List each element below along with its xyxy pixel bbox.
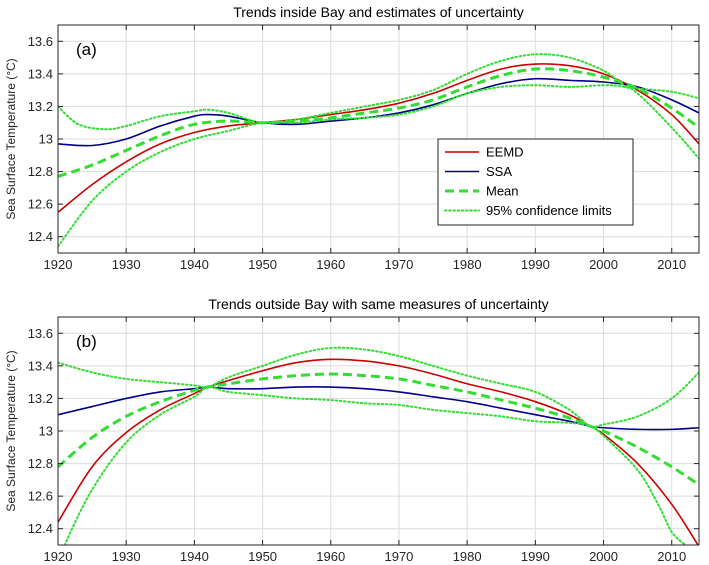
x-tick-label: 1950 xyxy=(248,549,277,564)
chart-title: Trends outside Bay with same measures of… xyxy=(208,296,548,312)
x-tick-label: 2010 xyxy=(657,549,686,564)
legend-label: SSA xyxy=(486,164,512,179)
y-tick-label: 12.4 xyxy=(28,229,53,244)
x-tick-label: 1920 xyxy=(44,549,73,564)
x-tick-label: 1960 xyxy=(316,549,345,564)
y-axis-label: Sea Surface Temperature (°C) xyxy=(4,350,18,511)
y-tick-label: 13 xyxy=(39,424,53,439)
x-tick-label: 1970 xyxy=(384,549,413,564)
x-tick-label: 1980 xyxy=(453,549,482,564)
panel-label: (a) xyxy=(76,40,97,59)
y-tick-label: 12.8 xyxy=(28,456,53,471)
y-tick-label: 13.4 xyxy=(28,66,53,81)
x-tick-label: 1990 xyxy=(521,257,550,272)
series-group xyxy=(58,53,699,248)
x-tick-label: 2000 xyxy=(589,257,618,272)
x-tick-label: 1970 xyxy=(384,257,413,272)
panel-label: (b) xyxy=(76,332,97,351)
y-tick-label: 13.6 xyxy=(28,34,53,49)
y-tick-label: 13.6 xyxy=(28,326,53,341)
legend-label: Mean xyxy=(486,184,519,199)
y-tick-label: 13.2 xyxy=(28,99,53,114)
x-tick-label: 1950 xyxy=(248,257,277,272)
x-tick-label: 1940 xyxy=(180,257,209,272)
x-tick-label: 1980 xyxy=(453,257,482,272)
y-tick-label: 12.4 xyxy=(28,521,53,536)
y-tick-label: 13.4 xyxy=(28,358,53,373)
chart-title: Trends inside Bay and estimates of uncer… xyxy=(233,4,524,20)
series-line-95-confidence-limits xyxy=(58,346,699,429)
series-group xyxy=(58,346,699,545)
chart-panel-1: 1920 1930 1940 1950 1960 1970 1980 1990 2000 2010… xyxy=(4,4,700,272)
x-tick-label: 2000 xyxy=(589,549,618,564)
y-tick-label: 13.2 xyxy=(28,391,53,406)
x-tick-label: 1940 xyxy=(180,549,209,564)
series-line-eemd xyxy=(58,63,699,213)
x-tick-label: 1960 xyxy=(316,257,345,272)
x-tick-label: 1990 xyxy=(521,549,550,564)
series-line-confidence-limit-lower xyxy=(63,385,687,545)
series-line-confidence-limit-lower xyxy=(58,84,699,248)
series-line-95-confidence-limits xyxy=(58,53,699,131)
x-tick-label: 1920 xyxy=(44,257,73,272)
legend-label: 95% confidence limits xyxy=(486,203,612,218)
y-axis-label: Sea Surface Temperature (°C) xyxy=(4,58,18,219)
x-tick-label: 2010 xyxy=(657,257,686,272)
x-tick-label: 1930 xyxy=(112,549,141,564)
chart-panel-2: 1920 1930 1940 1950 1960 1970 1980 1990 2000 2010… xyxy=(4,296,700,564)
x-tick-label: 1930 xyxy=(112,257,141,272)
y-tick-label: 12.6 xyxy=(28,197,53,212)
series-line-mean xyxy=(58,67,699,178)
panels: 1920 1930 1940 1950 1960 1970 1980 1990 2000 2010… xyxy=(4,4,700,564)
y-tick-label: 13 xyxy=(39,132,53,147)
legend: EEMD SSA Mean 95% confidence limits xyxy=(437,138,634,226)
legend-label: EEMD xyxy=(486,145,524,160)
y-tick-label: 12.8 xyxy=(28,164,53,179)
y-tick-label: 12.6 xyxy=(28,489,53,504)
